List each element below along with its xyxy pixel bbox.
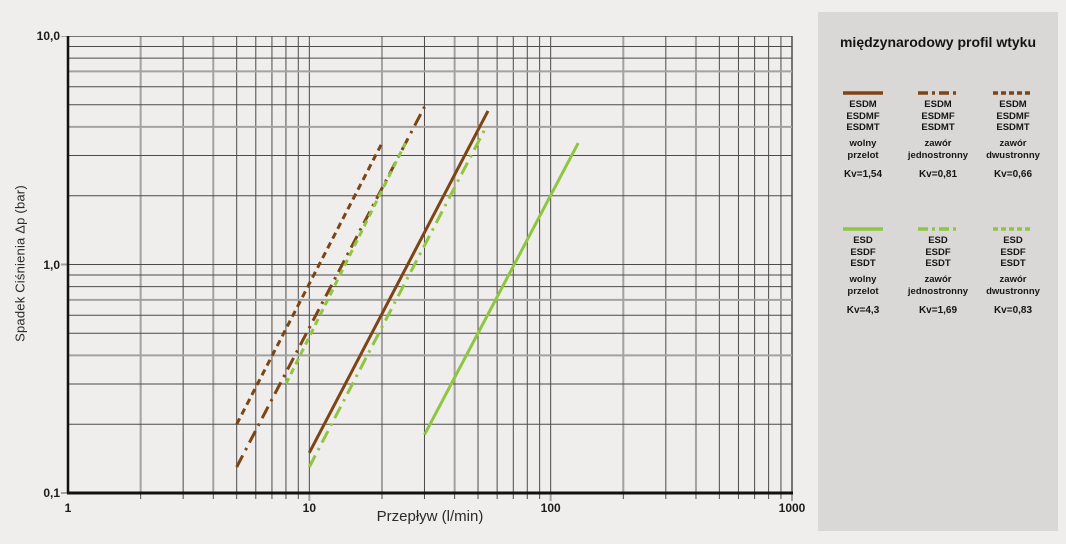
legend-valve-type-line: zawór bbox=[924, 137, 952, 149]
legend-entry-brown-dashed: ESDM ESDMF ESDMT zawór dwustronny Kv=0,66 bbox=[976, 90, 1050, 180]
legend-group-esd: ESD ESDF ESDT wolny przelot Kv=4,3 ESD ESDF ESDT… bbox=[826, 226, 1050, 316]
legend-valve-type-line: zawór bbox=[924, 273, 952, 285]
legend-valve-type-line: przelot bbox=[847, 285, 879, 297]
legend-model-label: ESDF bbox=[925, 246, 951, 258]
legend-line-swatch-dashed bbox=[993, 227, 1033, 231]
legend-model-label: ESDMT bbox=[846, 122, 880, 133]
series-line-esd-wolny-przelot bbox=[423, 142, 580, 436]
legend-kv-value: Kv=4,3 bbox=[846, 304, 880, 316]
series-line-esdm-zawor-dwustronny bbox=[235, 142, 384, 425]
legend-panel: międzynarodowy profil wtyku ESDM ESDMF ESD… bbox=[818, 12, 1058, 531]
legend-model-label: ESDT bbox=[850, 258, 876, 269]
legend-model-label: ESDM bbox=[924, 99, 952, 110]
legend-title: międzynarodowy profil wtyku bbox=[839, 34, 1037, 50]
legend-line-swatch-solid bbox=[843, 227, 883, 231]
series-line-esd-zawor-jednostronny bbox=[307, 126, 488, 468]
legend-model-label: ESDM bbox=[999, 99, 1027, 110]
legend-entry-green-dashdot: ESD ESDF ESDT zawór jednostronny Kv=1,69 bbox=[901, 226, 975, 316]
y-tick-1,0: 1,0 bbox=[43, 257, 60, 272]
legend-group-esdm: ESDM ESDMF ESDMT wolny przelot Kv=1,54 ESDM ESD… bbox=[826, 90, 1050, 180]
legend-model-label: ESDMF bbox=[846, 110, 880, 122]
legend-kv-value: Kv=1,54 bbox=[843, 168, 883, 180]
legend-kv-value: Kv=0,83 bbox=[993, 304, 1033, 316]
legend-valve-type-line: zawór bbox=[999, 137, 1027, 149]
legend-model-label: ESDMF bbox=[996, 110, 1030, 122]
series-line-esd-zawor-dwustronny bbox=[284, 142, 407, 385]
x-tick-100: 100 bbox=[540, 501, 561, 515]
legend-kv-value: Kv=1,69 bbox=[918, 304, 958, 316]
plot-area bbox=[61, 36, 793, 501]
legend-entry-brown-dashdot: ESDM ESDMF ESDMT zawór jednostronny Kv=0,81 bbox=[901, 90, 975, 180]
legend-valve-type-line: wolny bbox=[849, 273, 877, 285]
legend-model-label: ESDMF bbox=[921, 110, 955, 122]
legend-valve-type-line: dwustronny bbox=[986, 285, 1040, 297]
y-tick-10,0: 10,0 bbox=[36, 29, 60, 43]
x-axis-title: Przepływ (l/min) bbox=[376, 508, 484, 525]
legend-kv-value: Kv=0,66 bbox=[993, 168, 1033, 180]
legend-line-swatch-solid bbox=[843, 91, 883, 95]
legend-entry-brown-solid: ESDM ESDMF ESDMT wolny przelot Kv=1,54 bbox=[826, 90, 900, 180]
legend-model-label: ESDM bbox=[849, 99, 877, 110]
legend-valve-type: zawór dwustronny bbox=[986, 274, 1040, 298]
legend-entry-green-dashed: ESD ESDF ESDT zawór dwustronny Kv=0,83 bbox=[976, 226, 1050, 316]
legend-valve-type: wolny przelot bbox=[847, 274, 878, 298]
legend-valve-type-line: wolny bbox=[849, 137, 877, 149]
legend-model-label: ESD bbox=[928, 235, 948, 246]
legend-valve-type: zawór jednostronny bbox=[908, 274, 968, 298]
legend-model-label: ESDT bbox=[925, 258, 951, 269]
pressure-drop-chart: Spadek Ciśnienia Δp (bar) 1 10 100 1000 10,0… bbox=[13, 29, 806, 525]
series-line-esdm-wolny-przelot bbox=[307, 110, 490, 454]
legend-model-label: ESDF bbox=[1000, 246, 1026, 258]
legend-model-label: ESDMT bbox=[921, 122, 955, 133]
legend-line-swatch-dashdot bbox=[918, 91, 958, 95]
legend-line-swatch-dashed bbox=[993, 91, 1033, 95]
legend-valve-type-line: przelot bbox=[847, 149, 879, 161]
legend-valve-type-line: dwustronny bbox=[986, 149, 1040, 161]
legend-valve-type-line: zawór bbox=[999, 273, 1027, 285]
legend-line-swatch-dashdot bbox=[918, 227, 958, 231]
legend-valve-type: zawór jednostronny bbox=[908, 138, 968, 162]
legend-model-label: ESD bbox=[1003, 235, 1023, 246]
x-tick-1: 1 bbox=[64, 501, 72, 515]
legend-model-label: ESD bbox=[853, 235, 873, 246]
legend-model-label: ESDF bbox=[850, 246, 876, 258]
legend-valve-type: wolny przelot bbox=[847, 138, 878, 162]
legend-valve-type-line: jednostronny bbox=[907, 149, 969, 161]
y-tick-0,1: 0,1 bbox=[43, 486, 60, 500]
legend-model-label: ESDT bbox=[1000, 258, 1026, 269]
legend-kv-value: Kv=0,81 bbox=[918, 168, 958, 180]
legend-model-label: ESDMT bbox=[996, 122, 1030, 133]
legend-valve-type-line: jednostronny bbox=[907, 285, 969, 297]
legend-valve-type: zawór dwustronny bbox=[986, 138, 1040, 162]
x-tick-1000: 1000 bbox=[778, 501, 806, 515]
legend-entry-green-solid: ESD ESDF ESDT wolny przelot Kv=4,3 bbox=[826, 226, 900, 316]
x-tick-10: 10 bbox=[302, 501, 317, 515]
